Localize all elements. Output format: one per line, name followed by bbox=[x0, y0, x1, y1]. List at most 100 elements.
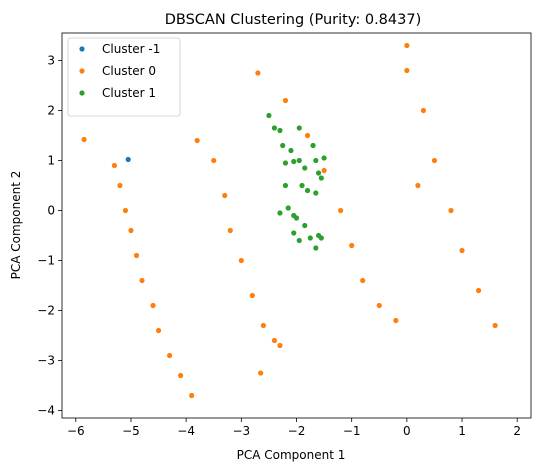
point-cluster-1-32 bbox=[404, 67, 410, 74]
point-cluster-2-19 bbox=[285, 205, 291, 211]
legend-marker bbox=[79, 90, 85, 96]
point-cluster-1-18 bbox=[222, 192, 228, 199]
point-cluster-2-4 bbox=[280, 142, 286, 149]
point-cluster-2-9 bbox=[302, 165, 308, 171]
point-cluster-2-24 bbox=[291, 230, 297, 236]
y-tick-label: −2 bbox=[37, 304, 55, 318]
point-cluster-2-13 bbox=[318, 175, 324, 181]
point-cluster-1-29 bbox=[360, 277, 366, 284]
y-tick-label: −1 bbox=[37, 254, 55, 268]
point-cluster-2-3 bbox=[296, 125, 302, 131]
point-cluster-1-35 bbox=[448, 207, 454, 214]
legend: Cluster -1 Cluster 0 Cluster 1 bbox=[67, 37, 181, 117]
y-tick-label: 1 bbox=[47, 154, 55, 168]
point-cluster-1-7 bbox=[122, 207, 129, 214]
point-cluster-1-9 bbox=[133, 252, 140, 259]
point-cluster-2-8 bbox=[296, 157, 302, 164]
ticks-layer: −6 −5 −4 −3 −2 −1 0 1 2 −4 −3 −2 −1 0 1 2 3 bbox=[37, 54, 521, 439]
point-cluster-1-19 bbox=[227, 227, 233, 234]
point-cluster-1-8 bbox=[128, 227, 134, 234]
chart-title: DBSCAN Clustering (Purity: 0.8437) bbox=[165, 12, 421, 28]
point-cluster-1-25 bbox=[304, 132, 311, 139]
point-cluster-1-11 bbox=[150, 302, 156, 309]
y-tick-label: −3 bbox=[37, 354, 55, 368]
point-cluster-0-0 bbox=[125, 156, 131, 163]
point-cluster-1-21 bbox=[249, 292, 255, 299]
point-cluster-1-20 bbox=[238, 257, 244, 264]
point-cluster-1-0 bbox=[81, 136, 87, 143]
y-axis-title: PCA Component 2 bbox=[9, 171, 23, 280]
point-cluster-1-6 bbox=[117, 182, 123, 189]
x-tick-label: −5 bbox=[122, 424, 140, 438]
x-tick-label: −6 bbox=[67, 424, 85, 438]
point-cluster-2-17 bbox=[313, 190, 319, 196]
x-tick-label: −1 bbox=[343, 424, 361, 438]
point-cluster-1-33 bbox=[420, 107, 427, 114]
point-cluster-2-23 bbox=[302, 222, 308, 229]
legend-marker bbox=[79, 68, 85, 74]
point-cluster-2-1 bbox=[271, 125, 278, 131]
x-tick-label: 1 bbox=[458, 424, 466, 438]
point-cluster-2-28 bbox=[318, 235, 324, 241]
point-cluster-1-13 bbox=[166, 352, 173, 359]
x-tick-label: −2 bbox=[288, 424, 306, 438]
point-cluster-2-7 bbox=[291, 158, 297, 165]
y-tick-label: 2 bbox=[47, 104, 55, 118]
legend-label: Cluster 0 bbox=[102, 64, 156, 78]
x-tick-label: −3 bbox=[232, 424, 250, 438]
x-tick-label: 0 bbox=[403, 424, 411, 438]
point-cluster-1-34 bbox=[431, 157, 438, 164]
point-cluster-2-11 bbox=[313, 157, 319, 164]
point-cluster-1-5 bbox=[111, 162, 118, 169]
point-cluster-2-6 bbox=[282, 160, 289, 166]
point-cluster-2-5 bbox=[288, 147, 294, 154]
point-cluster-1-28 bbox=[349, 242, 355, 249]
point-cluster-2-15 bbox=[299, 182, 305, 189]
legend-label: Cluster -1 bbox=[102, 42, 160, 56]
y-tick-label: 3 bbox=[47, 54, 55, 68]
point-cluster-2-26 bbox=[307, 235, 313, 241]
point-cluster-1-26 bbox=[321, 167, 327, 174]
point-cluster-1-16 bbox=[194, 137, 200, 144]
y-tick-label: 0 bbox=[47, 204, 55, 218]
legend-label: Cluster 1 bbox=[102, 86, 156, 100]
point-cluster-2-18 bbox=[315, 170, 322, 176]
point-cluster-1-24 bbox=[282, 97, 289, 104]
point-cluster-2-25 bbox=[296, 237, 302, 244]
point-cluster-2-10 bbox=[310, 142, 316, 149]
point-cluster-1-23 bbox=[271, 337, 278, 344]
point-cluster-1-36 bbox=[459, 247, 465, 254]
point-cluster-1-2 bbox=[404, 42, 410, 49]
point-cluster-1-14 bbox=[178, 372, 184, 379]
point-cluster-1-10 bbox=[139, 277, 145, 284]
point-cluster-1-1 bbox=[255, 70, 261, 76]
point-cluster-1-31 bbox=[393, 317, 399, 324]
point-cluster-2-20 bbox=[277, 210, 283, 216]
legend-box bbox=[67, 37, 181, 117]
point-cluster-1-39 bbox=[415, 182, 421, 189]
x-tick-label: −4 bbox=[177, 424, 195, 438]
x-axis-title: PCA Component 1 bbox=[237, 448, 346, 462]
point-cluster-2-14 bbox=[282, 182, 289, 189]
y-tick-label: −4 bbox=[37, 404, 55, 418]
x-tick-label: 2 bbox=[513, 424, 521, 438]
point-cluster-1-4 bbox=[277, 342, 283, 349]
point-cluster-1-22 bbox=[260, 322, 266, 329]
points-layer bbox=[81, 42, 498, 399]
point-cluster-2-2 bbox=[277, 127, 283, 134]
point-cluster-2-0 bbox=[266, 112, 272, 119]
point-cluster-1-15 bbox=[189, 392, 195, 399]
legend-marker bbox=[79, 46, 85, 52]
point-cluster-1-3 bbox=[258, 370, 264, 376]
point-cluster-2-22 bbox=[293, 215, 300, 221]
point-cluster-1-17 bbox=[211, 157, 217, 164]
point-cluster-2-16 bbox=[304, 187, 311, 194]
point-cluster-2-12 bbox=[321, 155, 327, 161]
point-cluster-1-30 bbox=[376, 302, 382, 309]
point-cluster-1-37 bbox=[475, 287, 482, 294]
point-cluster-1-38 bbox=[492, 322, 498, 329]
point-cluster-1-27 bbox=[338, 207, 344, 214]
point-cluster-2-29 bbox=[313, 245, 319, 251]
point-cluster-1-12 bbox=[155, 327, 162, 334]
